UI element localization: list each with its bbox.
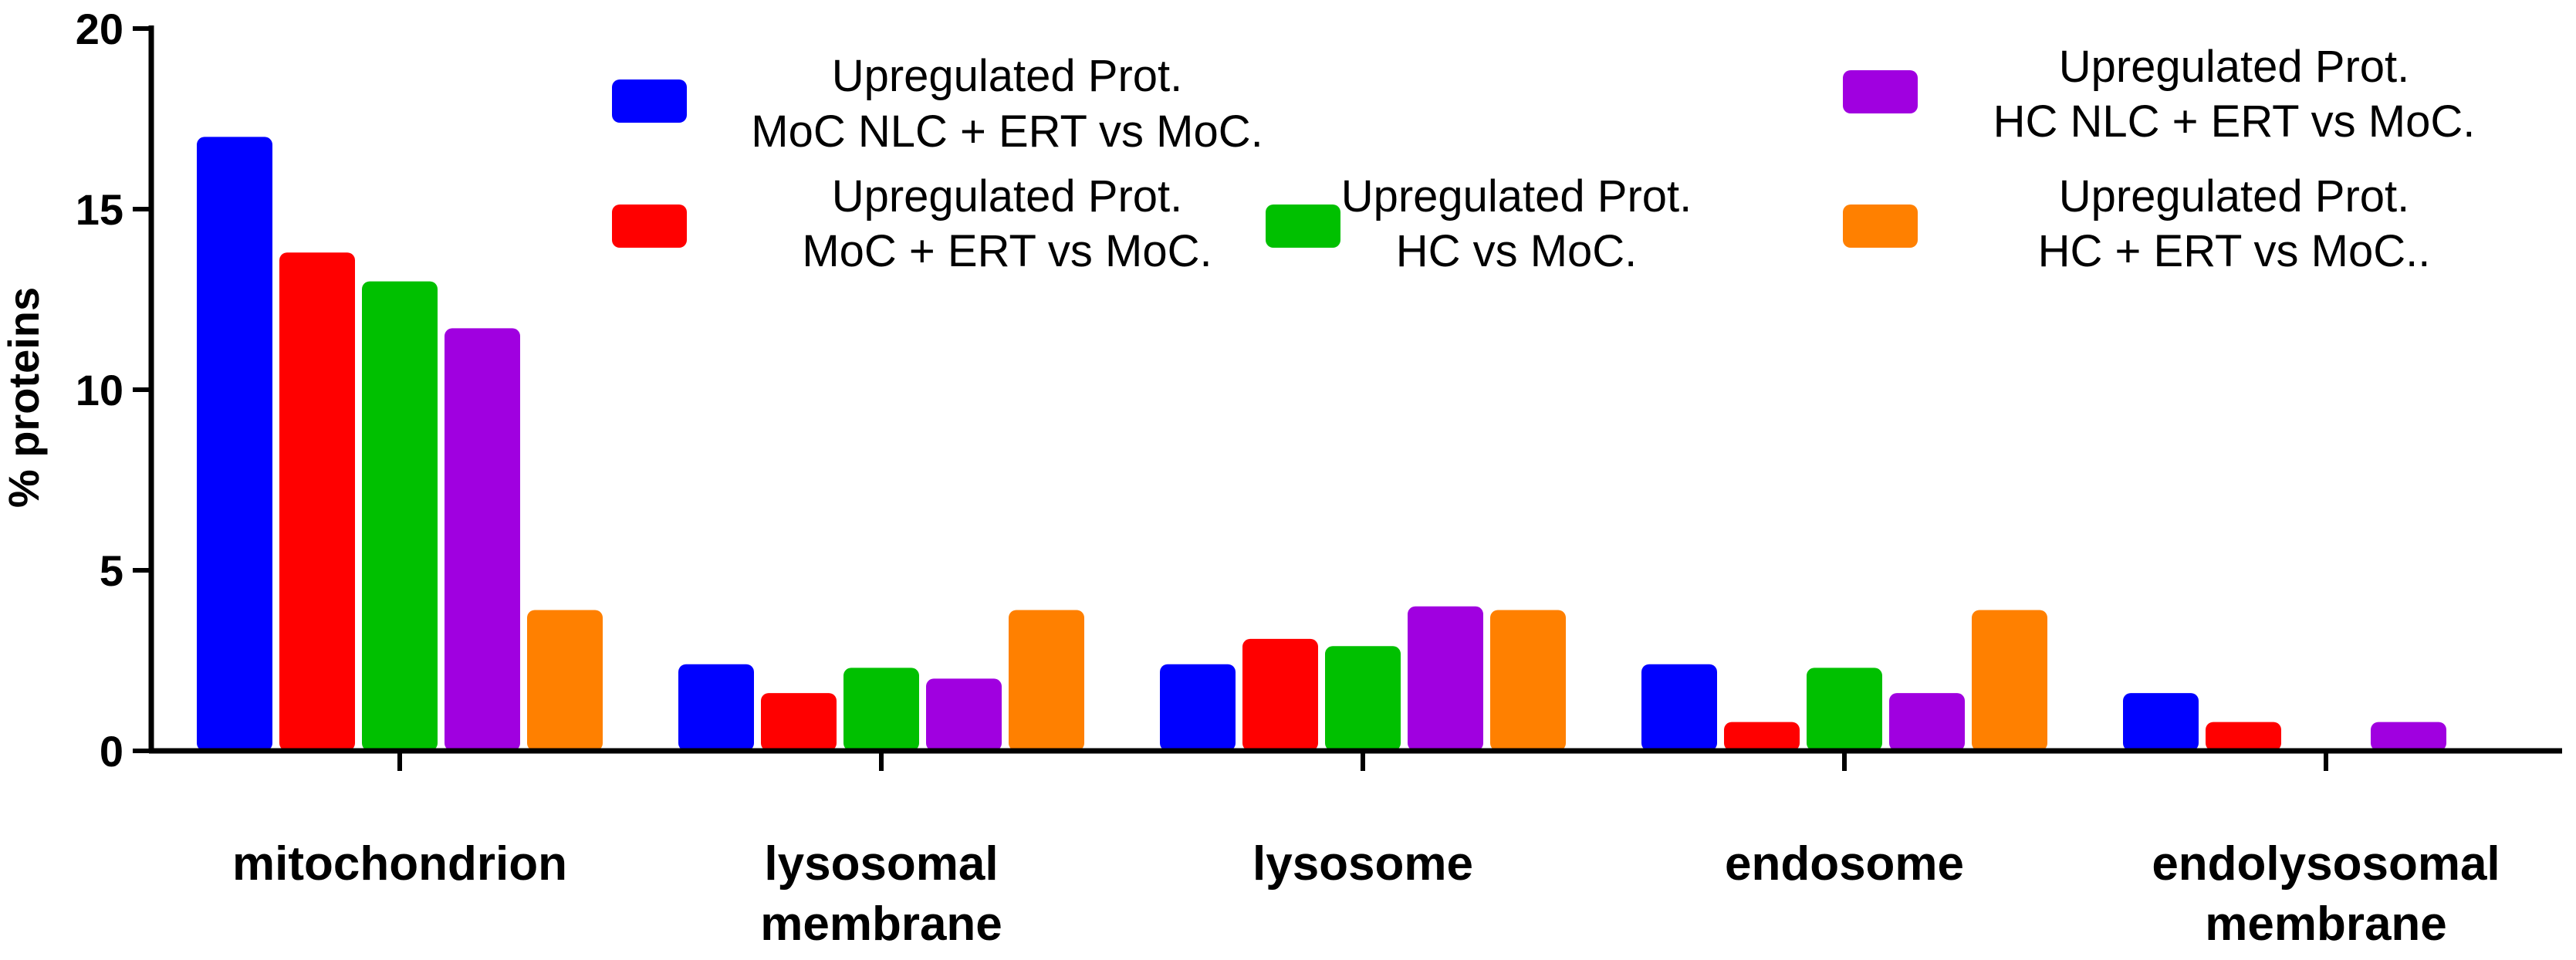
bar-series3-cat3 [1325, 646, 1401, 751]
legend-swatch-series1 [612, 79, 687, 123]
bar-series4-cat3 [1408, 606, 1483, 751]
bars [197, 137, 2446, 752]
bar-series2-cat4 [1724, 722, 1800, 751]
legend-label-series1: MoC NLC + ERT vs MoC. [751, 106, 1263, 157]
bar-series5-cat4 [1972, 610, 2047, 751]
x-category-label: lysosome [1253, 837, 1473, 891]
y-tick-label: 5 [100, 546, 123, 595]
bar-series4-cat1 [445, 328, 520, 751]
legend-swatch-series4 [1843, 70, 1918, 113]
legend-swatch-series2 [612, 205, 687, 248]
legend-swatch-series3 [1266, 205, 1340, 248]
y-tick-label: 20 [76, 5, 123, 53]
bar-series1-cat3 [1160, 664, 1236, 751]
bar-series2-cat2 [761, 693, 837, 751]
category-labels: mitochondrion lysosomal membrane lysosome en… [232, 837, 2500, 951]
legend-label-series3: Upregulated Prot. [1341, 171, 1692, 221]
bar-series3-cat2 [843, 668, 919, 751]
bar-series4-cat5 [2371, 722, 2446, 751]
x-category-label: membrane [760, 897, 1002, 951]
bar-series1-cat5 [2123, 693, 2199, 751]
bar-series3-cat1 [362, 281, 438, 752]
legend-label-series2: Upregulated Prot. [832, 171, 1183, 221]
x-category-label: mitochondrion [232, 837, 567, 891]
bar-series1-cat4 [1641, 664, 1717, 751]
bar-series2-cat1 [279, 252, 355, 751]
x-category-label: endolysosomal [2152, 837, 2500, 891]
y-tick-label: 15 [76, 185, 123, 234]
legend-swatch-series5 [1843, 205, 1918, 248]
bar-series1-cat1 [197, 137, 272, 751]
x-category-label: membrane [2205, 897, 2447, 951]
legend-label-series3: HC vs MoC. [1396, 226, 1638, 276]
y-tick-label: 10 [76, 366, 123, 414]
bar-series2-cat3 [1242, 638, 1318, 751]
bar-series3-cat4 [1807, 668, 1882, 751]
y-axis-title: % proteins [0, 287, 48, 508]
bar-series5-cat3 [1490, 610, 1566, 751]
legend-label-series2: MoC + ERT vs MoC. [802, 226, 1212, 276]
bar-series4-cat2 [926, 678, 1002, 751]
axes: 0 5 10 15 20 [76, 5, 2562, 776]
x-category-label: endosome [1725, 837, 1964, 891]
bar-series5-cat2 [1009, 610, 1084, 751]
legend-label-series5: HC + ERT vs MoC.. [2038, 226, 2431, 276]
legend: Upregulated Prot.MoC NLC + ERT vs MoC.Up… [612, 42, 2475, 276]
y-tick-label: 0 [100, 727, 123, 776]
legend-label-series1: Upregulated Prot. [832, 51, 1183, 101]
legend-label-series5: Upregulated Prot. [2059, 171, 2410, 221]
bar-series2-cat5 [2206, 722, 2281, 751]
legend-label-series4: HC NLC + ERT vs MoC. [1993, 96, 2476, 147]
bar-series5-cat1 [527, 610, 603, 751]
legend-label-series4: Upregulated Prot. [2059, 42, 2410, 92]
bar-series4-cat4 [1889, 693, 1965, 751]
x-category-label: lysosomal [764, 837, 998, 891]
bar-series1-cat2 [678, 664, 754, 751]
